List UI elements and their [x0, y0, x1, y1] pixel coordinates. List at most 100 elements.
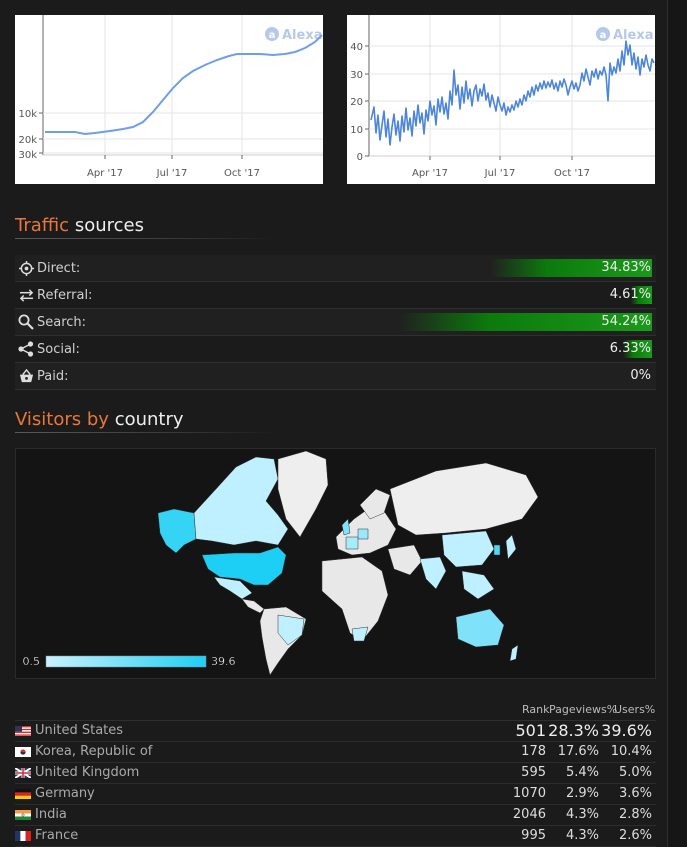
- country-pageviews: 17.6%: [557, 744, 599, 759]
- country-users: 39.6%: [601, 721, 652, 740]
- map-korea[interactable]: [493, 544, 501, 556]
- traffic-bar: [490, 259, 652, 277]
- right-scroll-rail: [667, 0, 687, 847]
- country-row[interactable]: Germany 1070 2.9% 3.6%: [15, 784, 656, 805]
- traffic-row-paid: Paid: 0%: [15, 363, 656, 390]
- traffic-title-rest: sources: [74, 215, 144, 236]
- map-scandinavia[interactable]: [359, 488, 391, 520]
- basket-icon: [15, 363, 37, 389]
- svg-text:a: a: [600, 30, 607, 41]
- reach-ytick-30: 30: [350, 70, 363, 81]
- target-icon: [15, 255, 37, 281]
- visitors-title-rest: country: [114, 409, 184, 430]
- visitors-by-country-title: Visitors by country: [15, 409, 184, 434]
- map-brazil[interactable]: [277, 614, 305, 646]
- rank-xtick-2: Jul '17: [156, 168, 188, 179]
- traffic-bar: [623, 340, 652, 358]
- traffic-value: 34.83%: [601, 260, 651, 275]
- map-united-kingdom[interactable]: [341, 518, 351, 536]
- flag-de-icon: [15, 789, 31, 799]
- traffic-label: Search:: [37, 314, 87, 330]
- country-users: 5.0%: [618, 765, 652, 780]
- traffic-sources-list: Direct: 34.83% Referral: 4.61% Search: 5…: [15, 255, 656, 390]
- rank-ytick-3: 30k: [18, 150, 37, 161]
- traffic-row-referral: Referral: 4.61%: [15, 282, 656, 309]
- alexa-watermark: a Alexa: [265, 27, 323, 43]
- rank-xtick-1: Apr '17: [87, 168, 123, 179]
- traffic-row-search: Search: 54.24%: [15, 309, 656, 336]
- visitors-title-accent: Visitors by: [15, 409, 109, 430]
- alexa-watermark-2: a Alexa: [596, 27, 654, 43]
- map-middle-east[interactable]: [387, 544, 423, 576]
- traffic-value: 4.61%: [609, 287, 651, 302]
- map-south-africa[interactable]: [351, 626, 369, 642]
- map-southeast-asia[interactable]: [461, 570, 495, 600]
- reach-ytick-20: 20: [350, 97, 363, 108]
- country-name: Germany: [35, 786, 95, 801]
- flag-kr-icon: [15, 747, 31, 757]
- reach-xtick-1: Apr '17: [412, 168, 448, 179]
- reach-xtick-3: Oct '17: [554, 168, 590, 179]
- map-russia[interactable]: [389, 462, 539, 536]
- reach-series-line: [370, 40, 655, 146]
- country-rank: 1070: [512, 786, 546, 801]
- country-rank: 2046: [512, 807, 546, 822]
- header-users: Users%: [614, 703, 656, 716]
- traffic-label: Direct:: [37, 260, 81, 276]
- map-australia[interactable]: [455, 608, 505, 648]
- share-icon: [15, 336, 37, 362]
- svg-text:a: a: [269, 30, 276, 41]
- country-users: 2.6%: [618, 828, 652, 843]
- traffic-bar: [631, 286, 652, 304]
- map-central-america[interactable]: [241, 598, 265, 614]
- country-row[interactable]: United Kingdom 595 5.4% 5.0%: [15, 763, 656, 784]
- map-india[interactable]: [419, 556, 447, 590]
- world-map[interactable]: 0.5 39.6: [15, 448, 656, 679]
- map-japan[interactable]: [505, 534, 517, 560]
- country-row[interactable]: Korea, Republic of 178 17.6% 10.4%: [15, 742, 656, 763]
- country-row[interactable]: India 2046 4.3% 2.8%: [15, 805, 656, 826]
- country-row[interactable]: United States 501 28.3% 39.6%: [15, 721, 656, 742]
- legend-max-label: 39.6: [211, 655, 236, 668]
- traffic-label: Referral:: [37, 287, 93, 303]
- country-users: 3.6%: [618, 786, 652, 801]
- country-rank: 595: [521, 765, 546, 780]
- map-germany[interactable]: [357, 528, 369, 540]
- rank-ytick-1: 10k: [18, 109, 37, 120]
- country-rank: 995: [521, 828, 546, 843]
- alexa-watermark-text-2: Alexa: [613, 28, 654, 43]
- country-table-header: Rank Pageviews% Users%: [15, 700, 656, 721]
- map-france[interactable]: [345, 536, 359, 550]
- traffic-row-direct: Direct: 34.83%: [15, 255, 656, 282]
- country-pageviews: 28.3%: [548, 721, 599, 740]
- country-rank: 178: [521, 744, 546, 759]
- country-name: United Kingdom: [35, 765, 140, 780]
- reach-ytick-40: 40: [350, 42, 363, 53]
- map-new-zealand[interactable]: [509, 644, 519, 662]
- arrows-icon: [15, 282, 37, 308]
- map-china[interactable]: [441, 530, 495, 568]
- country-rank: 501: [515, 721, 546, 740]
- map-africa[interactable]: [321, 556, 389, 642]
- country-name: India: [35, 807, 67, 822]
- country-name: United States: [35, 723, 124, 738]
- country-row[interactable]: France 995 4.3% 2.6%: [15, 826, 656, 847]
- legend-min-label: 0.5: [23, 655, 41, 668]
- traffic-sources-title: Traffic sources: [15, 215, 144, 240]
- traffic-label: Paid:: [37, 368, 69, 384]
- traffic-title-accent: Traffic: [15, 215, 70, 236]
- map-united-states[interactable]: [201, 546, 287, 586]
- alexa-rank-chart: 10k 20k 30k Apr '17 Jul '17 Oct '17 a Al…: [15, 15, 323, 184]
- map-greenland[interactable]: [277, 450, 329, 538]
- traffic-row-social: Social: 6.33%: [15, 336, 656, 363]
- map-alaska[interactable]: [157, 508, 197, 554]
- header-rank: Rank: [522, 703, 550, 716]
- map-canada[interactable]: [193, 456, 289, 546]
- country-name: France: [35, 828, 79, 843]
- country-users: 10.4%: [610, 744, 652, 759]
- traffic-value: 54.24%: [601, 314, 651, 329]
- country-pageviews: 5.4%: [565, 765, 599, 780]
- traffic-value: 0%: [630, 368, 651, 383]
- header-pageviews: Pageviews%: [549, 703, 618, 716]
- search-icon: [15, 309, 37, 335]
